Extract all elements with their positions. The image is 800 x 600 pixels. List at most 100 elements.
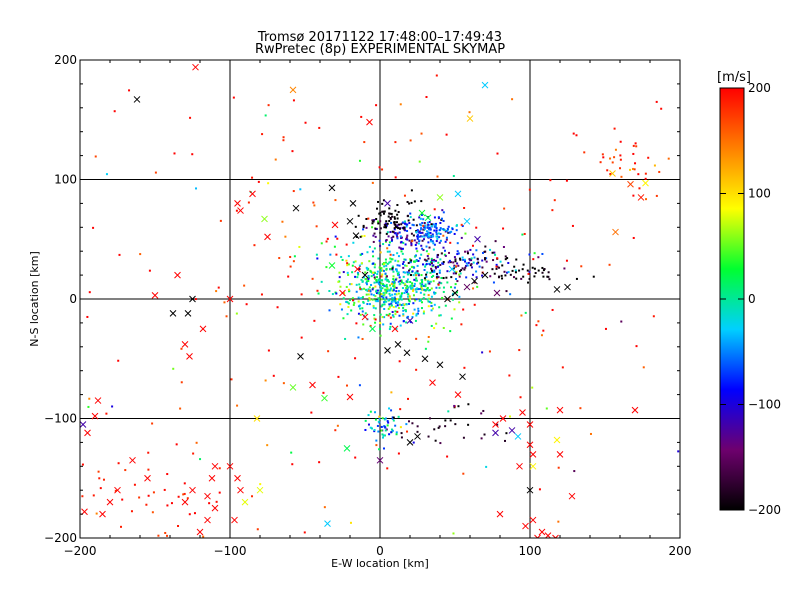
detection-dot — [427, 305, 430, 308]
detection-dot — [408, 271, 411, 274]
detection-dot — [509, 415, 512, 418]
detection-dot — [442, 277, 445, 280]
detection-dot — [164, 531, 167, 534]
detection-cross — [429, 379, 436, 387]
detection-dot — [385, 224, 388, 227]
detection-dot — [475, 276, 478, 279]
detection-dot — [97, 470, 100, 473]
detection-cross — [612, 228, 619, 236]
detection-dot — [410, 244, 413, 247]
detection-dot — [257, 180, 260, 183]
detection-dot — [466, 250, 469, 253]
detection-cross — [448, 265, 456, 273]
detection-dot — [660, 107, 663, 110]
y-tick-label: 100 — [54, 173, 77, 187]
detection-dot — [592, 275, 595, 278]
detection-dot — [401, 221, 404, 224]
detection-dot — [458, 275, 461, 278]
detection-dot — [428, 289, 431, 292]
detection-dot — [350, 283, 353, 286]
detection-dot — [425, 230, 428, 233]
detection-dot — [111, 405, 114, 408]
detection-dot — [446, 227, 449, 230]
detection-dot — [360, 278, 363, 281]
detection-dot — [507, 271, 510, 274]
detection-dot — [117, 359, 120, 362]
detection-dot — [433, 269, 436, 272]
detection-dot — [360, 115, 363, 118]
detection-dot — [396, 217, 399, 220]
detection-dot — [428, 262, 431, 265]
detection-dot — [384, 240, 387, 243]
detection-dot — [523, 232, 526, 235]
detection-dot — [215, 500, 218, 503]
detection-dot — [374, 321, 377, 324]
detection-cross — [234, 474, 241, 482]
detection-dot — [384, 272, 387, 275]
detection-dot — [520, 277, 523, 280]
detection-dot — [396, 272, 399, 275]
detection-dot — [371, 298, 374, 301]
detection-dot — [387, 421, 390, 424]
detection-dot — [379, 285, 382, 288]
detection-dot — [391, 289, 394, 292]
detection-dot — [469, 264, 472, 267]
detection-dot — [392, 315, 395, 318]
detection-dot — [438, 306, 441, 309]
detection-dot — [426, 286, 429, 289]
detection-dot — [411, 422, 414, 425]
detection-dot — [563, 267, 566, 270]
detection-dot — [225, 315, 228, 318]
detection-dot — [384, 426, 387, 429]
detection-dot — [392, 306, 395, 309]
detection-dot — [565, 259, 568, 262]
detection-dot — [406, 271, 409, 274]
detection-dot — [420, 286, 423, 289]
detection-dot — [481, 259, 484, 262]
detection-dot — [208, 502, 211, 505]
detection-dot — [413, 285, 416, 288]
detection-dot — [495, 267, 498, 270]
detection-dot — [533, 275, 536, 278]
detection-dot — [423, 221, 426, 224]
detection-dot — [393, 284, 396, 287]
detection-dot — [382, 434, 385, 437]
detection-dot — [467, 403, 470, 406]
detection-cross — [144, 474, 151, 482]
detection-dot — [397, 255, 400, 258]
detection-dot — [374, 318, 377, 321]
detection-dot — [425, 96, 428, 99]
detection-cross — [328, 262, 336, 269]
detection-dot — [292, 190, 295, 193]
detection-dot — [368, 289, 371, 292]
detection-dot — [390, 258, 393, 261]
detection-dot — [339, 285, 342, 288]
detection-dot — [429, 261, 432, 264]
detection-dot — [386, 247, 389, 250]
detection-dot — [427, 294, 430, 297]
detection-dot — [542, 329, 545, 332]
detection-dot — [620, 175, 623, 178]
detection-dot — [442, 219, 445, 222]
detection-dot — [392, 235, 395, 238]
detection-dot — [389, 325, 392, 328]
detection-cross — [237, 207, 244, 214]
detection-dot — [382, 323, 385, 326]
detection-dot — [391, 238, 394, 241]
detection-dot — [438, 269, 441, 272]
detection-dot — [376, 300, 379, 303]
detection-dot — [378, 417, 381, 420]
detection-dot — [422, 312, 425, 315]
detection-cross — [91, 412, 99, 420]
detection-dot — [264, 379, 267, 382]
detection-dot — [389, 217, 392, 220]
detection-dot — [429, 228, 432, 231]
detection-cross — [406, 317, 414, 324]
detection-dot — [404, 258, 407, 261]
detection-cross — [459, 373, 466, 381]
detection-dot — [420, 307, 423, 310]
detection-dot — [367, 289, 370, 292]
detection-dot — [105, 173, 108, 176]
detection-dot — [371, 250, 374, 253]
detection-dot — [504, 439, 507, 442]
